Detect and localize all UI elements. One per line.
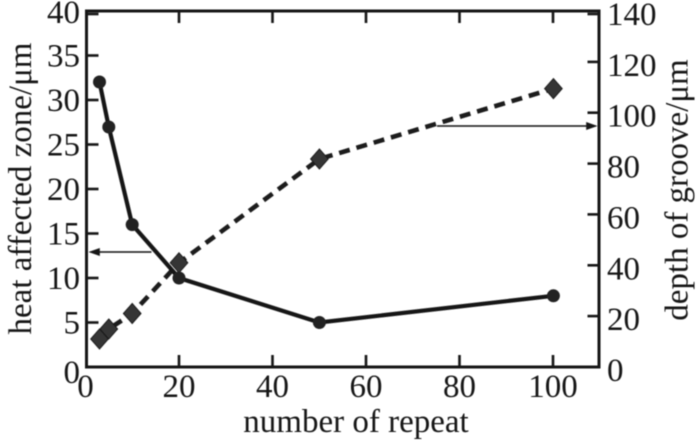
svg-text:60: 60 — [607, 200, 640, 236]
svg-text:35: 35 — [47, 39, 80, 75]
svg-text:60: 60 — [350, 369, 383, 405]
svg-text:120: 120 — [607, 48, 657, 84]
svg-text:40: 40 — [47, 0, 80, 31]
svg-text:0: 0 — [607, 353, 624, 389]
svg-text:25: 25 — [47, 128, 80, 164]
svg-text:15: 15 — [47, 217, 80, 253]
svg-text:40: 40 — [256, 369, 289, 405]
svg-text:100: 100 — [607, 99, 657, 135]
svg-text:80: 80 — [607, 150, 640, 186]
svg-text:140: 140 — [607, 0, 657, 33]
svg-text:40: 40 — [607, 251, 640, 287]
svg-text:number of repeat: number of repeat — [243, 404, 468, 440]
svg-text:0: 0 — [64, 355, 81, 391]
svg-text:10: 10 — [47, 261, 80, 297]
svg-text:30: 30 — [47, 83, 80, 119]
svg-text:20: 20 — [163, 369, 196, 405]
svg-text:20: 20 — [607, 302, 640, 338]
svg-text:20: 20 — [47, 172, 80, 208]
svg-text:5: 5 — [64, 306, 81, 342]
svg-text:0: 0 — [77, 369, 94, 405]
svg-text:depth of groove/μm: depth of groove/μm — [660, 59, 696, 321]
svg-text:80: 80 — [443, 369, 476, 405]
svg-text:heat affected zone/μm: heat affected zone/μm — [3, 42, 39, 334]
svg-text:100: 100 — [528, 369, 578, 405]
